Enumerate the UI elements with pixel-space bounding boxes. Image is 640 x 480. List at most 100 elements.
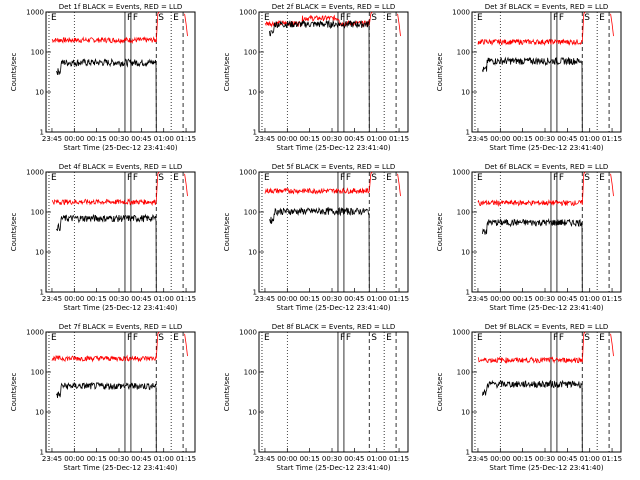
plot-frame [471,11,622,133]
x-tick-label: 00:30 [535,455,555,463]
y-tick-label: 1000 [26,9,44,17]
event-marker-label: E [477,13,483,23]
series-line-lld-tail [184,13,188,37]
x-axis-label: Start Time (25-Dec-12 23:41:40) [489,144,603,152]
y-axis-label: Counts/sec [436,373,444,412]
y-tick-label: 1000 [452,329,470,337]
y-tick-label: 1000 [239,169,257,177]
series-line-lld [477,11,586,47]
series-line-lld [51,331,160,363]
x-tick-label: 23:45 [42,295,62,303]
x-tick-label: 00:45 [557,295,577,303]
event-marker-label: E [477,333,483,343]
event-marker-label: F [127,173,132,183]
y-tick-label: 10 [461,89,470,97]
panel-9: Det 9f BLACK = Events, RED = LLD 1 10 100 10… [436,323,622,472]
y-tick-label: 100 [457,209,470,217]
x-tick-label: 01:15 [602,135,622,143]
x-tick-label: 00:00 [64,455,84,463]
x-tick-label: 00:45 [131,455,151,463]
y-tick-label: 1 [40,129,44,137]
event-marker-label: E [264,333,270,343]
x-tick-label: 23:45 [255,295,275,303]
x-tick-label: 01:15 [176,455,196,463]
plot-frame [258,171,409,293]
series-line-events [56,381,157,453]
event-marker-label: S [371,13,377,23]
series-line-lld-tail [610,333,614,357]
series-line-lld-tail [184,333,188,357]
series-line-events [56,57,157,133]
panel-5: Det 5f BLACK = Events, RED = LLD 1 10 100 10… [223,163,409,312]
y-tick-label: 1000 [239,329,257,337]
y-axis-label: Counts/sec [10,53,18,92]
event-marker-label: F [553,173,558,183]
x-tick-label: 00:45 [344,135,364,143]
panel-4: Det 4f BLACK = Events, RED = LLD 1 10 100 10… [10,163,196,312]
y-tick-label: 100 [457,49,470,57]
panel-title: Det 4f BLACK = Events, RED = LLD [59,163,182,171]
event-marker-label: E [173,173,179,183]
event-marker-label: E [264,173,270,183]
x-tick-label: 01:15 [602,455,622,463]
x-tick-label: 00:00 [277,295,297,303]
panel-6: Det 6f BLACK = Events, RED = LLD 1 10 100 10… [436,163,622,312]
plot-frame [471,331,622,453]
event-marker-label: S [584,333,590,343]
y-tick-label: 1000 [452,9,470,17]
y-tick-label: 10 [248,89,257,97]
x-tick-label: 23:45 [468,455,488,463]
x-tick-label: 00:30 [109,135,129,143]
series-line-lld [477,171,586,207]
event-marker-label: F [553,333,558,343]
panel-title: Det 6f BLACK = Events, RED = LLD [485,163,608,171]
x-tick-label: 00:15 [87,295,107,303]
x-tick-label: 01:00 [367,295,387,303]
x-tick-label: 01:00 [580,455,600,463]
x-tick-label: 00:45 [344,455,364,463]
x-tick-label: 01:00 [580,135,600,143]
event-marker-label: F [133,333,138,343]
panel-title: Det 5f BLACK = Events, RED = LLD [272,163,395,171]
event-marker-label: E [386,333,392,343]
y-axis-label: Counts/sec [436,53,444,92]
event-marker-label: F [340,333,345,343]
x-tick-label: 00:00 [490,455,510,463]
x-tick-label: 00:15 [513,295,533,303]
y-tick-label: 10 [248,249,257,257]
x-tick-label: 00:30 [322,295,342,303]
event-marker-label: F [346,333,351,343]
x-tick-label: 01:00 [154,135,174,143]
y-axis-label: Counts/sec [223,213,231,252]
x-tick-label: 23:45 [42,455,62,463]
event-marker-label: S [158,173,164,183]
y-tick-label: 10 [35,409,44,417]
x-tick-label: 00:45 [344,295,364,303]
x-tick-label: 23:45 [468,295,488,303]
y-tick-label: 1 [253,289,257,297]
panel-title: Det 8f BLACK = Events, RED = LLD [272,323,395,331]
x-axis-label: Start Time (25-Dec-12 23:41:40) [63,304,177,312]
event-marker-label: S [158,13,164,23]
panel-title: Det 1f BLACK = Events, RED = LLD [59,3,182,11]
y-tick-label: 1000 [26,169,44,177]
x-tick-label: 00:15 [513,455,533,463]
event-marker-label: F [133,173,138,183]
x-tick-label: 01:00 [367,135,387,143]
event-marker-label: S [158,333,164,343]
y-tick-label: 10 [461,249,470,257]
x-tick-label: 00:30 [109,455,129,463]
y-tick-label: 1000 [452,169,470,177]
event-marker-label: E [386,173,392,183]
y-tick-label: 100 [457,369,470,377]
panel-7: Det 7f BLACK = Events, RED = LLD 1 10 100 10… [10,323,196,472]
event-marker-label: E [51,173,57,183]
y-axis-label: Counts/sec [10,373,18,412]
x-tick-label: 00:15 [300,455,320,463]
y-tick-label: 1000 [26,329,44,337]
y-tick-label: 100 [31,209,44,217]
y-tick-label: 10 [461,409,470,417]
series-line-events [482,218,583,293]
event-marker-label: F [340,173,345,183]
